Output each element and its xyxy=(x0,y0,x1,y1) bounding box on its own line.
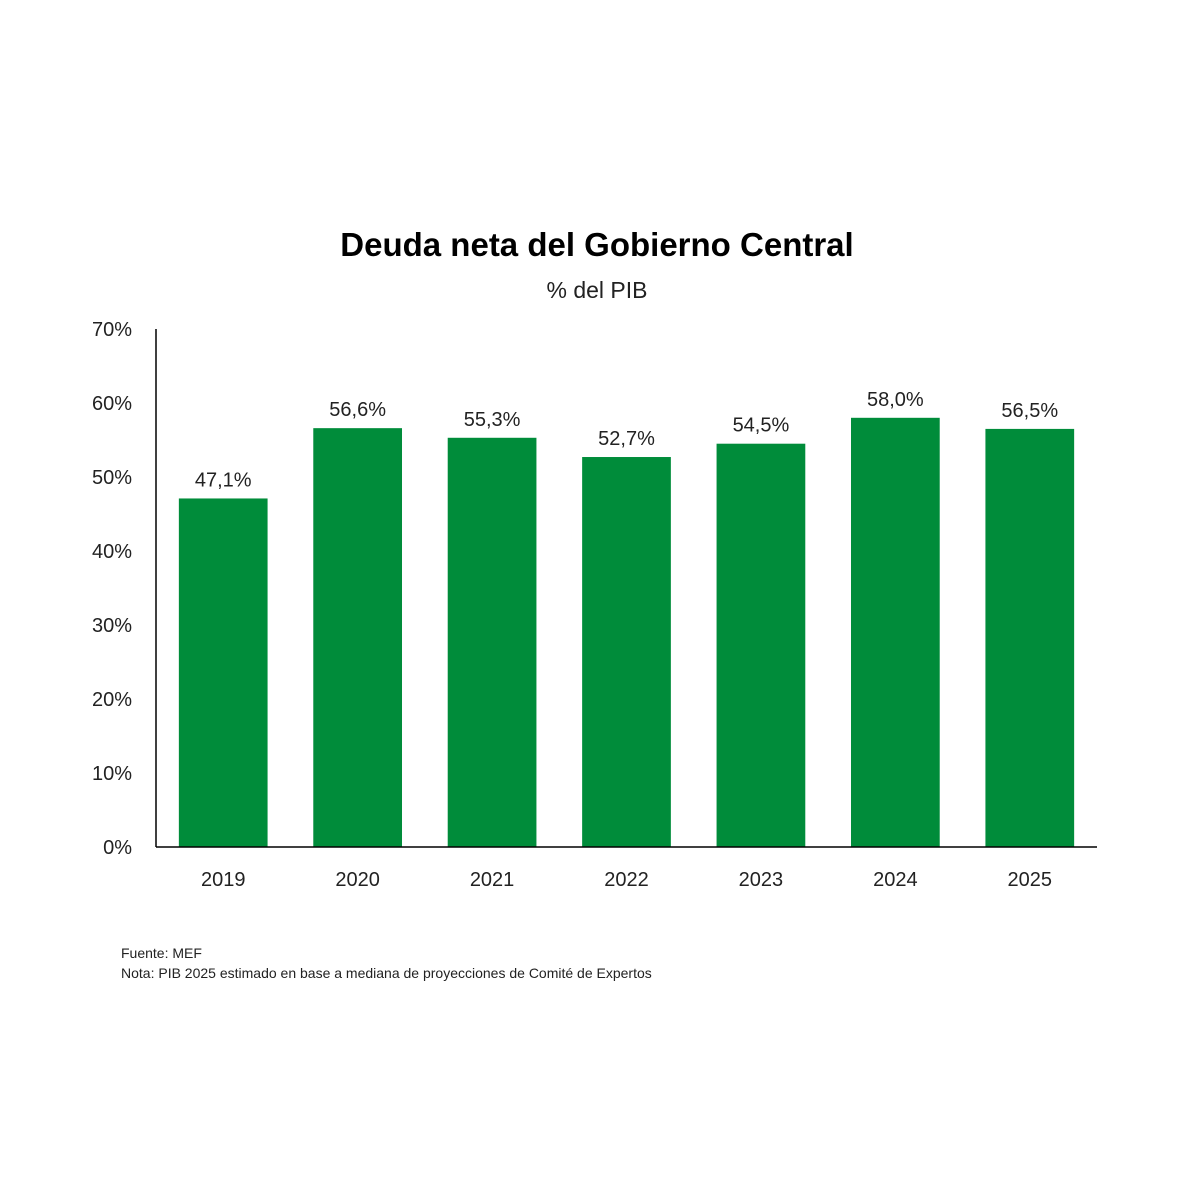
bar-2024 xyxy=(850,417,940,847)
x-tick-label: 2025 xyxy=(1008,869,1053,891)
y-tick-label: 60% xyxy=(92,393,132,415)
bar-2022 xyxy=(582,457,671,847)
y-tick-label: 70% xyxy=(92,319,132,341)
source-note: Fuente: MEF xyxy=(121,945,202,961)
x-tick-label: 2019 xyxy=(201,869,246,891)
data-label: 54,5% xyxy=(733,415,790,437)
y-tick-label: 10% xyxy=(92,763,132,785)
data-label: 55,3% xyxy=(464,409,521,431)
bar-2019 xyxy=(178,498,268,847)
x-tick-label: 2024 xyxy=(873,869,918,891)
data-label: 56,5% xyxy=(1001,400,1058,422)
y-tick-label: 20% xyxy=(92,689,132,711)
x-tick-label: 2020 xyxy=(335,869,380,891)
chart-subtitle: % del PIB xyxy=(546,277,648,303)
data-label: 47,1% xyxy=(195,469,252,491)
x-tick-label: 2023 xyxy=(739,869,784,891)
bar-2020 xyxy=(313,428,403,847)
y-tick-label: 50% xyxy=(92,467,132,489)
y-tick-label: 40% xyxy=(92,541,132,563)
data-label: 56,6% xyxy=(329,399,386,421)
bar-2025 xyxy=(985,428,1075,847)
x-tick-label: 2021 xyxy=(470,869,515,891)
data-label: 52,7% xyxy=(598,428,655,450)
chart-notes: Fuente: MEF Nota: PIB 2025 estimado en b… xyxy=(121,943,652,983)
y-tick-label: 30% xyxy=(92,615,132,637)
bar-2021 xyxy=(447,437,537,847)
footnote: Nota: PIB 2025 estimado en base a median… xyxy=(121,965,652,981)
chart-title: Deuda neta del Gobierno Central xyxy=(340,226,854,263)
y-tick-label: 0% xyxy=(103,837,132,859)
bar-2023 xyxy=(716,443,806,847)
x-tick-label: 2022 xyxy=(604,869,649,891)
data-label: 58,0% xyxy=(867,389,924,411)
